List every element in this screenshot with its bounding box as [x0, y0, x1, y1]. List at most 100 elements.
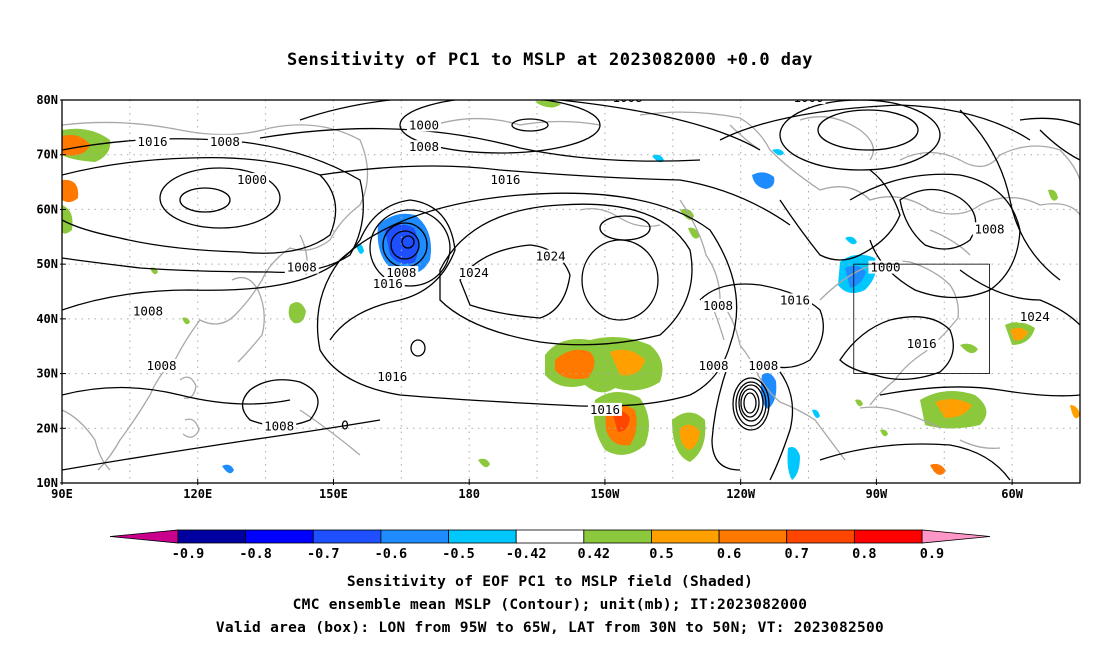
colorbar-swatch	[515, 529, 585, 544]
colorbar-swatch	[448, 529, 517, 544]
contour-label-bg	[235, 173, 270, 187]
valid-area-box	[853, 263, 990, 374]
caption-valid-area: Valid area (box): LON from 95W to 65W, L…	[215, 620, 885, 636]
colorbar-label: -0.5	[442, 546, 475, 562]
contour-label: 1016	[490, 172, 520, 187]
colorbar-swatch	[312, 529, 382, 544]
colorbar-swatch	[177, 529, 247, 544]
contour-label-bg	[904, 337, 939, 351]
colorbar-swatch	[718, 529, 788, 544]
contour-label-bg	[533, 249, 568, 263]
contour-label: 1008	[698, 358, 728, 373]
lat-tick-label: 40N	[36, 312, 58, 326]
colorbar-label: -0.7	[307, 546, 340, 562]
contour-label: 1024	[536, 249, 566, 264]
latitude-axis: 80N 70N 60N 50N 40N 30N 20N 10N	[36, 93, 66, 490]
lat-tick-label: 20N	[36, 421, 58, 435]
contour-label-bg	[791, 100, 826, 104]
contour-label: 1008	[703, 298, 733, 313]
contour-label: 1008	[264, 418, 294, 433]
contour-label: 1008	[974, 221, 1004, 236]
lat-tick-label: 30N	[36, 367, 58, 381]
contour-label: 1000	[409, 117, 439, 132]
contour-label-bg	[284, 260, 319, 274]
contour-label: 1008	[409, 139, 439, 154]
colorbar-swatch	[651, 529, 720, 544]
contour-label-bg	[610, 100, 645, 104]
contour-label: 1000	[237, 172, 267, 187]
longitude-axis: 90E 120E 150E 180 150W 120W 90W 60W	[51, 479, 1024, 501]
colorbar-swatch	[245, 529, 314, 544]
contour-label-bg	[701, 298, 736, 312]
coastlines	[62, 111, 1080, 471]
small-patches	[150, 100, 1058, 474]
contour-label-bg	[135, 134, 170, 148]
lon-tick-label: 60W	[1001, 487, 1023, 501]
contour-label-bg	[777, 293, 812, 307]
lon-tick-label: 150W	[590, 487, 620, 501]
colorbar-label: 0.42	[578, 546, 611, 562]
colorbar-swatch	[786, 529, 855, 544]
colorbar-label: 0.7	[785, 546, 809, 562]
colorbar: -0.9 -0.8 -0.7 -0.6 -0.5 -0.42 0.42 0.5 0.6 0.7 0.…	[109, 529, 991, 562]
lon-tick-label: 180	[458, 487, 480, 501]
contour-label-bg	[144, 359, 179, 373]
contour-label: 1024	[1020, 309, 1050, 324]
contour-label-bg	[456, 266, 491, 280]
lon-tick-label: 120W	[726, 487, 756, 501]
contour-label-bg	[130, 304, 165, 318]
lon-tick-label: 120E	[183, 487, 212, 501]
negative-patch-arctic	[652, 149, 784, 189]
contour-label: 1024	[459, 265, 489, 280]
contour-label: 1008	[613, 90, 643, 105]
contour-label-bg	[1017, 309, 1052, 323]
lon-tick-label: 150E	[319, 487, 348, 501]
caption-shaded: Sensitivity of EOF PC1 to MSLP field (Sh…	[346, 574, 754, 590]
contour-label: 1008	[146, 358, 176, 373]
colorbar-label: -0.9	[172, 546, 205, 562]
contour-label-bg	[262, 419, 297, 433]
sensitivity-shading	[62, 100, 1080, 480]
positive-patch-central-pacific	[545, 336, 706, 462]
contour-label-bg	[488, 173, 523, 187]
contour-label: 1016	[907, 336, 937, 351]
contour-label: 1016	[377, 369, 407, 384]
colorbar-swatch	[853, 529, 923, 544]
lon-tick-label: 90W	[866, 487, 888, 501]
contour-label: 1016	[137, 134, 167, 149]
contour-label-bg	[207, 134, 242, 148]
lat-tick-label: 80N	[36, 93, 58, 107]
contour-label: 1016	[373, 276, 403, 291]
colorbar-label: 0.8	[852, 546, 876, 562]
colorbar-label: -0.6	[375, 546, 408, 562]
contour-label-bg	[406, 140, 441, 154]
contour-label-bg	[1049, 75, 1083, 88]
mslp-contours	[62, 100, 1080, 481]
contour-labels: 1016 100810001008100810081008101610081000…	[130, 74, 1083, 433]
contour-label: 1008	[287, 260, 317, 275]
lat-tick-label: 10N	[36, 476, 58, 490]
contour-label: 1008	[386, 265, 416, 280]
contour-label: 1008	[133, 303, 163, 318]
colorbar-label: 0.9	[920, 546, 944, 562]
contour-label-bg	[370, 277, 405, 291]
colorbar-label: 0.5	[649, 546, 673, 562]
lon-tick-label: 90E	[51, 487, 73, 501]
colorbar-swatch	[583, 529, 652, 544]
contour-label-bg	[972, 222, 1007, 236]
lat-tick-label: 50N	[36, 257, 58, 271]
contour-label: 1008	[748, 358, 778, 373]
contour-label: 1000	[870, 260, 900, 275]
contour-label: 1016	[590, 402, 620, 417]
colorbar-low-end	[109, 529, 179, 544]
plot-area: 1016 100810001008100810081008101610081000…	[62, 74, 1083, 483]
colorbar-label: -0.42	[506, 546, 547, 562]
colorbar-high-end	[921, 529, 991, 544]
contour-label: 102	[1055, 74, 1078, 89]
colorbar-swatch	[380, 529, 449, 544]
contour-label-bg	[375, 370, 410, 384]
positive-patch-caribbean-atlantic	[920, 322, 1080, 475]
colorbar-label: 0.6	[717, 546, 741, 562]
caption-contour: CMC ensemble mean MSLP (Contour); unit(m…	[292, 597, 808, 613]
plot-frame	[61, 99, 1081, 484]
